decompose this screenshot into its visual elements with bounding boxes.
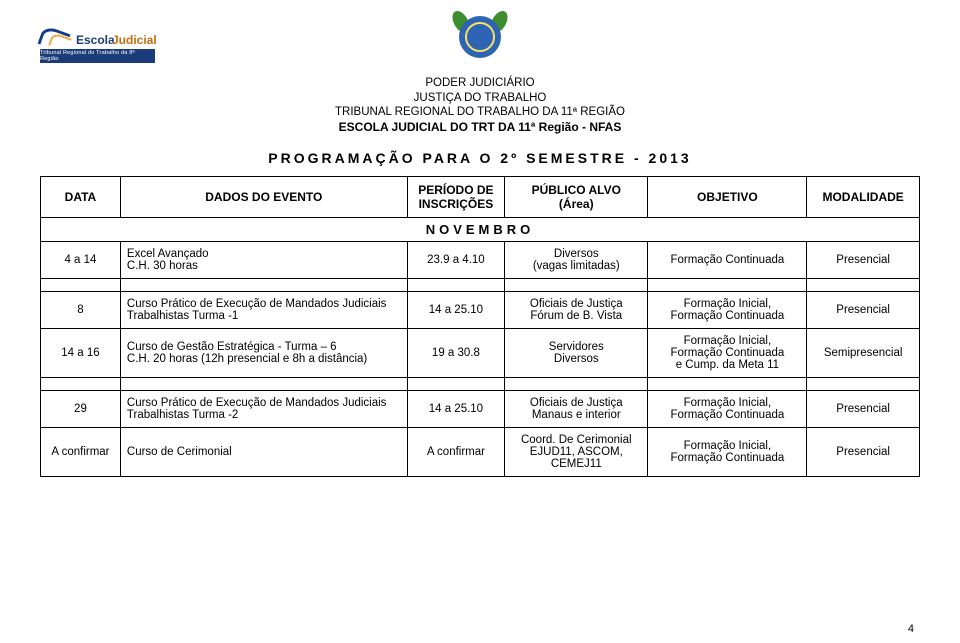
brasil-emblem-icon <box>450 10 510 70</box>
cell-data: 4 a 14 <box>41 241 121 278</box>
cell-data: 14 a 16 <box>41 328 121 377</box>
logo-text-judicial: Judicial <box>112 33 157 47</box>
cell-publico: Diversos (vagas limitadas) <box>505 241 648 278</box>
page-number: 4 <box>908 623 914 635</box>
cell-publico: Servidores Diversos <box>505 328 648 377</box>
schedule-table: NOVEMBRO DATA DADOS DO EVENTO PERÍODO DE… <box>40 176 920 477</box>
cell-modalidade: Presencial <box>807 241 920 278</box>
table-row: 14 a 16 Curso de Gestão Estratégica - Tu… <box>41 328 920 377</box>
cell-modalidade: Presencial <box>807 427 920 476</box>
cell-periodo: 23.9 a 4.10 <box>407 241 504 278</box>
header-line-1: PODER JUDICIÁRIO <box>40 76 920 91</box>
table-row: 8 Curso Prático de Execução de Mandados … <box>41 291 920 328</box>
header-line-3: TRIBUNAL REGIONAL DO TRABALHO DA 11ª REG… <box>40 105 920 120</box>
cell-periodo: 19 a 30.8 <box>407 328 504 377</box>
cell-objetivo: Formação Inicial, Formação Continuada e … <box>648 328 807 377</box>
table-row: A confirmar Curso de Cerimonial A confir… <box>41 427 920 476</box>
month-cell: NOVEMBRO <box>41 217 920 241</box>
col-publico: PÚBLICO ALVO (Área) <box>505 176 648 217</box>
table-row: 29 Curso Prático de Execução de Mandados… <box>41 390 920 427</box>
col-modalidade: MODALIDADE <box>807 176 920 217</box>
table-row: 4 a 14 Excel Avançado C.H. 30 horas 23.9… <box>41 241 920 278</box>
cell-objetivo: Formação Continuada <box>648 241 807 278</box>
escola-judicial-logo: Escola Judicial Tribunal Regional do Tra… <box>40 25 155 83</box>
cell-data: 8 <box>41 291 121 328</box>
cell-data: A confirmar <box>41 427 121 476</box>
table-header-row: DATA DADOS DO EVENTO PERÍODO DE INSCRIÇÕ… <box>41 176 920 217</box>
cell-objetivo: Formação Inicial, Formação Continuada <box>648 427 807 476</box>
program-title: PROGRAMAÇÃO PARA O 2º SEMESTRE - 2013 <box>40 150 920 166</box>
cell-publico: Coord. De Cerimonial EJUD11, ASCOM, CEME… <box>505 427 648 476</box>
spacer-row <box>41 377 920 390</box>
cell-evento: Curso de Gestão Estratégica - Turma – 6 … <box>120 328 407 377</box>
cell-evento: Excel Avançado C.H. 30 horas <box>120 241 407 278</box>
cell-evento: Curso Prático de Execução de Mandados Ju… <box>120 390 407 427</box>
header-line-2: JUSTIÇA DO TRABALHO <box>40 91 920 106</box>
col-periodo: PERÍODO DE INSCRIÇÕES <box>407 176 504 217</box>
cell-evento: Curso Prático de Execução de Mandados Ju… <box>120 291 407 328</box>
cell-periodo: A confirmar <box>407 427 504 476</box>
cell-evento: Curso de Cerimonial <box>120 427 407 476</box>
header-line-4: ESCOLA JUDICIAL DO TRT DA 11ª Região - N… <box>40 120 920 135</box>
cell-periodo: 14 a 25.10 <box>407 390 504 427</box>
col-evento: DADOS DO EVENTO <box>120 176 407 217</box>
document-header: PODER JUDICIÁRIO JUSTIÇA DO TRABALHO TRI… <box>40 76 920 136</box>
spacer-row <box>41 278 920 291</box>
col-objetivo: OBJETIVO <box>648 176 807 217</box>
cell-objetivo: Formação Inicial, Formação Continuada <box>648 291 807 328</box>
cell-modalidade: Presencial <box>807 291 920 328</box>
month-row: NOVEMBRO <box>41 217 920 241</box>
logo-text-escola: Escola <box>76 33 115 47</box>
col-data: DATA <box>41 176 121 217</box>
cell-periodo: 14 a 25.10 <box>407 291 504 328</box>
cell-publico: Oficiais de Justiça Manaus e interior <box>505 390 648 427</box>
cell-modalidade: Semipresencial <box>807 328 920 377</box>
cell-data: 29 <box>41 390 121 427</box>
cell-objetivo: Formação Inicial, Formação Continuada <box>648 390 807 427</box>
logo-bar-text: Tribunal Regional do Trabalho da 8ª Regi… <box>40 49 155 63</box>
cell-modalidade: Presencial <box>807 390 920 427</box>
cell-publico: Oficiais de Justiça Fórum de B. Vista <box>505 291 648 328</box>
